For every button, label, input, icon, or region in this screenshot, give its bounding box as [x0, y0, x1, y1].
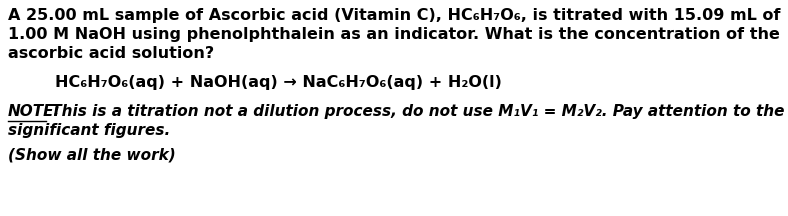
Text: HC₆H₇O₆(aq) + NaOH(aq) → NaC₆H₇O₆(aq) + H₂O(l): HC₆H₇O₆(aq) + NaOH(aq) → NaC₆H₇O₆(aq) + … [55, 75, 502, 90]
Text: A 25.00 mL sample of Ascorbic acid (Vitamin C), HC₆H₇O₆, is titrated with 15.09 : A 25.00 mL sample of Ascorbic acid (Vita… [8, 8, 780, 23]
Text: This is a titration not a dilution process, do not use M₁V₁ = M₂V₂. Pay attentio: This is a titration not a dilution proce… [46, 104, 785, 119]
Text: ascorbic acid solution?: ascorbic acid solution? [8, 46, 214, 61]
Text: significant figures.: significant figures. [8, 123, 170, 138]
Text: NOTE:: NOTE: [8, 104, 61, 119]
Text: 1.00 M NaOH using phenolphthalein as an indicator. What is the concentration of : 1.00 M NaOH using phenolphthalein as an … [8, 27, 780, 42]
Text: (Show all the work): (Show all the work) [8, 148, 176, 163]
